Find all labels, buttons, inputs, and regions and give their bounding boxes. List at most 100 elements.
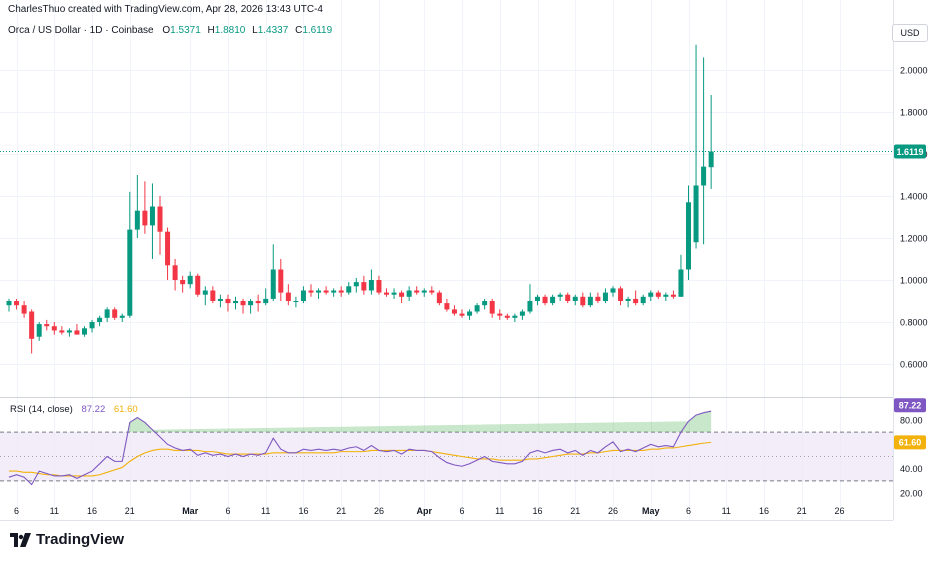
candle (368, 269, 374, 295)
candle-body (233, 301, 238, 304)
candle (14, 298, 20, 310)
candle (459, 309, 465, 318)
high-label: H (207, 25, 215, 36)
time-tick-label: May (642, 506, 660, 516)
candle-body (474, 305, 480, 312)
candle-body (497, 313, 503, 316)
candle (97, 315, 103, 327)
candle-body (353, 282, 359, 287)
candle-body (527, 301, 533, 312)
rsi-ma-legend-value: 61.60 (113, 404, 138, 415)
candle-body (187, 275, 193, 285)
candle (82, 326, 87, 337)
candle (51, 322, 57, 335)
tradingview-logo[interactable]: TradingView (10, 531, 124, 548)
rsi-legend-label[interactable]: RSI (14, close) (10, 404, 73, 415)
candle-body (263, 298, 269, 304)
candle (602, 288, 608, 304)
candle (406, 286, 412, 301)
open-value: 1.5371 (170, 25, 201, 36)
candle (708, 94, 714, 189)
candle (527, 284, 533, 314)
value-tags: 1.6119 87.22 61.60 (894, 144, 926, 450)
time-tick-label: 11 (50, 506, 59, 516)
candle (361, 275, 367, 295)
candle (89, 319, 95, 333)
candle-body (482, 301, 488, 306)
candle-body (14, 301, 20, 306)
close-value: 1.6119 (302, 25, 333, 36)
candle-body (368, 280, 374, 291)
candle (255, 294, 261, 312)
time-tick-label: 11 (722, 506, 731, 516)
price-tick-label: 1.0000 (900, 276, 928, 286)
candle-body (217, 298, 223, 301)
candle-body (346, 286, 352, 293)
close-label: C (295, 25, 303, 36)
candle-body (293, 301, 299, 302)
candle-body (338, 290, 344, 293)
high-value: 1.8810 (214, 25, 246, 36)
candle-body (66, 330, 72, 333)
price-tick-label: 1.2000 (900, 234, 928, 244)
candle (648, 290, 654, 301)
candle-body (225, 298, 231, 304)
candle (701, 57, 707, 245)
candle (172, 259, 178, 291)
candle (565, 292, 571, 304)
candle-body (165, 231, 171, 266)
candle (323, 286, 329, 295)
candle-body (134, 210, 140, 230)
candle-body (519, 311, 525, 316)
candle-body (6, 301, 12, 306)
currency-button[interactable]: USD (892, 24, 928, 42)
candle (640, 294, 646, 306)
time-tick-label: 26 (608, 506, 618, 516)
candle (187, 271, 193, 289)
candle (233, 296, 238, 310)
candle-body (489, 301, 495, 314)
candle (66, 328, 72, 337)
candle (504, 313, 510, 320)
rsi-ma-value-tag-text: 61.60 (899, 438, 922, 448)
candle-body (255, 301, 261, 304)
candle-body (248, 301, 254, 306)
tradingview-logo-text: TradingView (36, 531, 125, 548)
rsi-legend: RSI (14, close) 87.22 61.60 (10, 404, 138, 415)
rsi-value-tag: 87.22 (894, 398, 926, 413)
last-price-tag-bg (894, 144, 926, 159)
candle (134, 175, 140, 238)
tradingview-logo-icon (10, 532, 31, 547)
time-tick-label: 11 (261, 506, 270, 516)
candle-body (406, 290, 412, 297)
candle (519, 309, 525, 320)
candle (293, 296, 299, 308)
symbol-name[interactable]: Orca / US Dollar · 1D · Coinbase (8, 25, 154, 36)
time-tick-label: 6 (14, 506, 19, 516)
candle-body (74, 330, 80, 335)
candle-body (459, 313, 465, 316)
candle (217, 294, 223, 308)
candle (195, 273, 201, 297)
candle-body (670, 294, 676, 297)
open-label: O (162, 25, 171, 36)
candle-body (29, 311, 35, 339)
candle (278, 259, 284, 301)
candle (444, 298, 450, 312)
candle (346, 282, 352, 295)
time-tick-label: 16 (759, 506, 769, 516)
rsi-band-fill (0, 432, 893, 481)
candle (331, 288, 337, 297)
candle (399, 290, 405, 304)
candle-body (180, 280, 186, 285)
time-tick-label: 21 (125, 506, 135, 516)
low-value: 1.4337 (257, 25, 289, 36)
last-price-tag-text: 1.6119 (896, 147, 923, 157)
candle (618, 286, 624, 306)
attribution-text: CharlesThuo created with TradingView.com… (8, 4, 323, 15)
candle-body (580, 296, 586, 306)
candle-body (21, 305, 27, 314)
candle (610, 286, 616, 297)
